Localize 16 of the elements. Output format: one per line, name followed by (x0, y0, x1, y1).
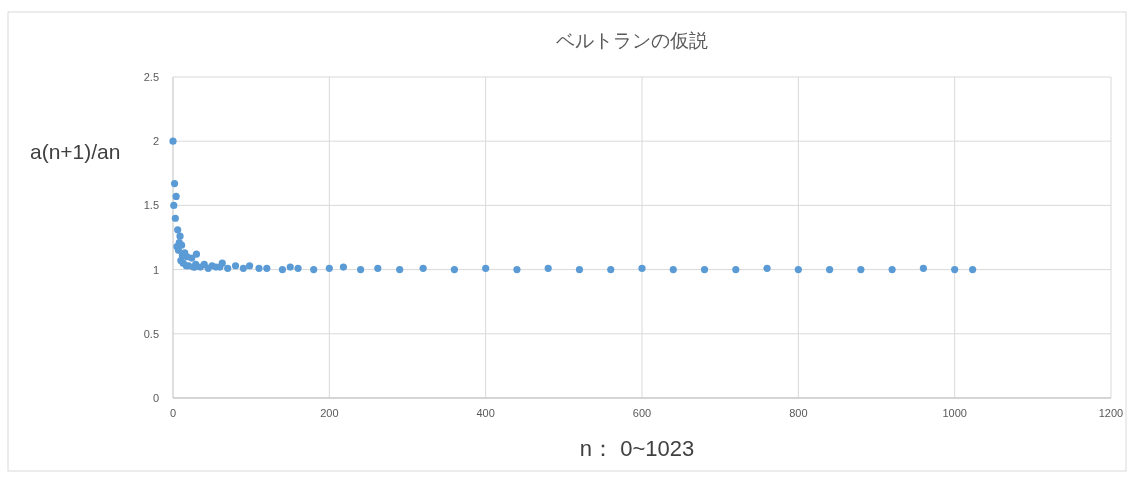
x-tick-label: 800 (789, 407, 808, 419)
y-axis-title: a(n+1)/an (30, 140, 121, 163)
x-tick-label: 600 (632, 407, 652, 419)
x-tick-label: 400 (476, 407, 495, 419)
x-tick-label: 200 (320, 407, 339, 419)
y-tick-label: 0 (152, 392, 159, 404)
y-tick-label: 1 (152, 263, 159, 276)
y-tick-label: 2 (152, 135, 159, 148)
y-tick-label: 2.5 (143, 71, 159, 83)
x-axis-title: n： 0~1023 (579, 436, 695, 461)
x-tick-label: 1000 (942, 407, 967, 419)
y-tick-label: 0.5 (143, 327, 159, 340)
y-tick-label: 1.5 (143, 199, 159, 212)
x-tick-label: 1200 (1098, 407, 1124, 419)
x-tick-label: 0 (169, 407, 177, 419)
chart-title: ベルトランの仮説 (556, 30, 708, 51)
